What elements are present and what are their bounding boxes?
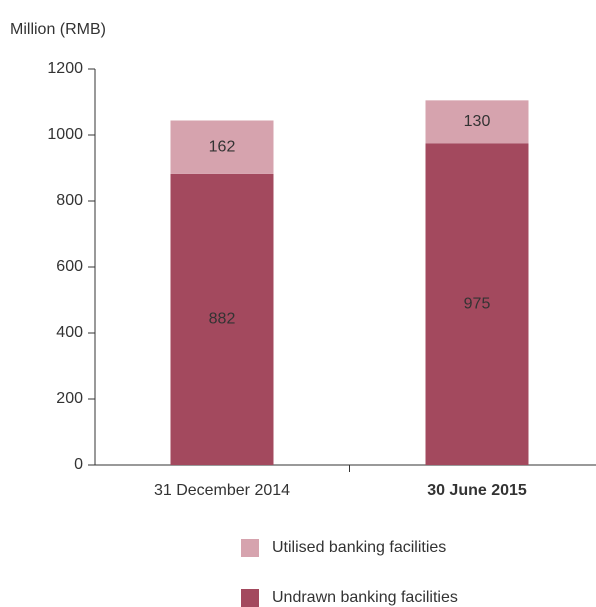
data-label: 882 (209, 311, 236, 328)
y-tick-label: 0 (74, 456, 83, 473)
y-tick-label: 200 (56, 390, 83, 407)
y-axis-label: Million (RMB) (10, 21, 106, 38)
y-tick-label: 400 (56, 324, 83, 341)
y-tick-label: 1200 (47, 60, 83, 77)
y-tick-label: 800 (56, 192, 83, 209)
bar-segment (425, 100, 529, 144)
legend-swatch (241, 589, 259, 607)
data-label: 130 (464, 113, 491, 130)
bar-segment (170, 173, 274, 465)
bar-segment (170, 120, 274, 174)
legend-swatch (241, 539, 259, 557)
data-label: 975 (464, 295, 491, 312)
legend-label: Undrawn banking facilities (272, 589, 458, 606)
y-tick-label: 1000 (47, 126, 83, 143)
bar-segment (425, 143, 529, 465)
x-tick-label: 30 June 2015 (427, 482, 527, 499)
y-tick-label: 600 (56, 258, 83, 275)
legend-label: Utilised banking facilities (272, 539, 446, 556)
x-tick-label: 31 December 2014 (154, 482, 290, 499)
data-label: 162 (209, 138, 236, 155)
